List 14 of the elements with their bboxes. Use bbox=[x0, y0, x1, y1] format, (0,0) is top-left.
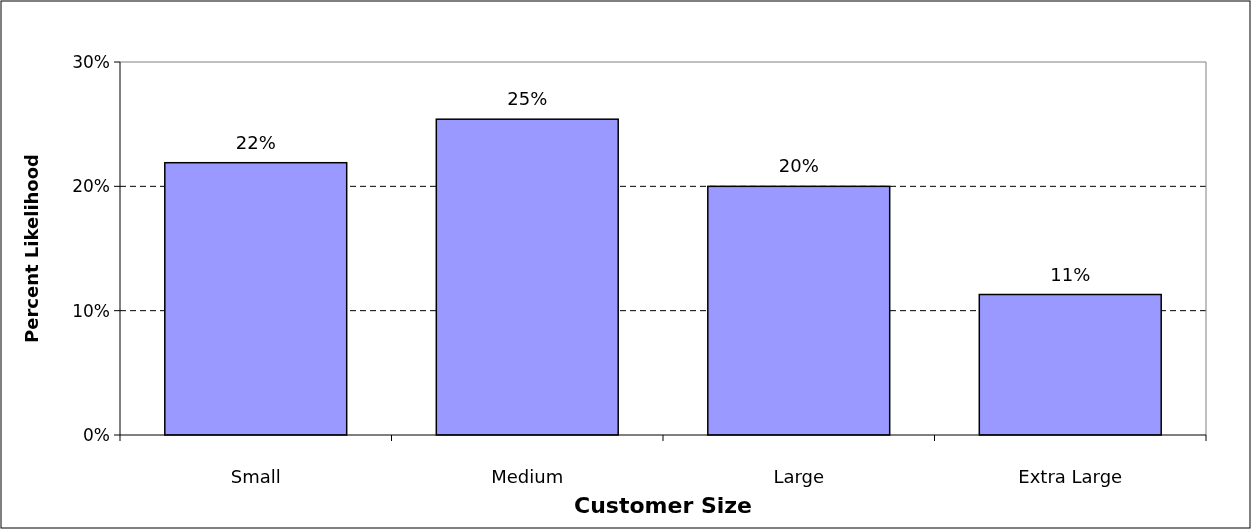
data-label: 20% bbox=[778, 155, 819, 177]
y-axis-title: Percent Likelihood bbox=[21, 154, 42, 343]
data-label: 11% bbox=[1050, 263, 1091, 285]
x-axis-title: Customer Size bbox=[574, 493, 752, 518]
y-tick-label: 0% bbox=[83, 424, 110, 445]
y-tick-label: 30% bbox=[72, 51, 110, 72]
data-label: 22% bbox=[235, 131, 276, 153]
x-tick-label: Large bbox=[773, 466, 825, 487]
x-tick-label: Extra Large bbox=[1018, 466, 1123, 487]
data-label: 25% bbox=[507, 88, 548, 110]
y-tick-label: 20% bbox=[72, 176, 110, 197]
x-tick-label: Medium bbox=[491, 466, 564, 487]
y-tick-label: 10% bbox=[72, 300, 110, 321]
x-tick-label: Small bbox=[230, 466, 281, 487]
